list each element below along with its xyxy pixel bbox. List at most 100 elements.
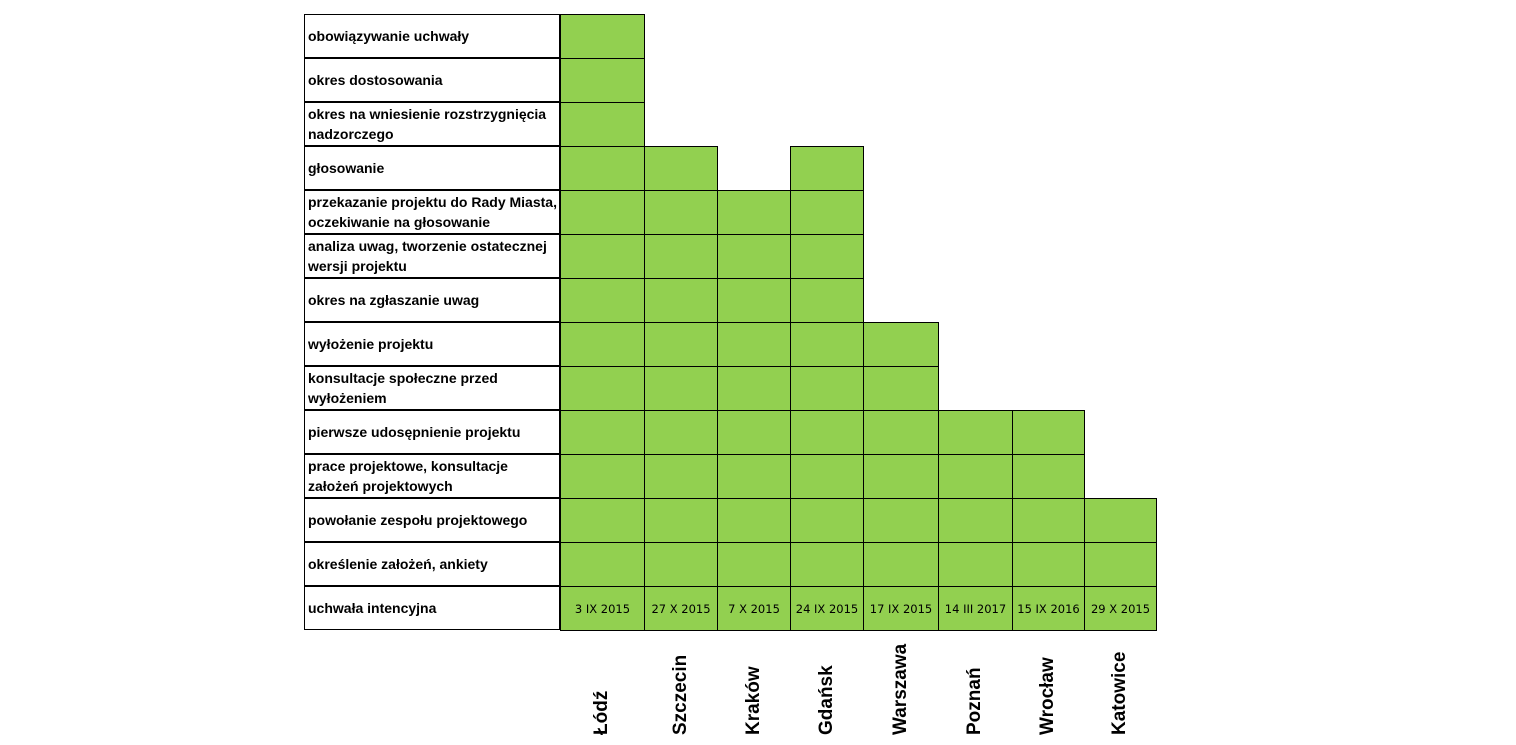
stage-label: okres dostosowania — [304, 58, 560, 102]
stage-label: powołanie zespołu projektowego — [304, 498, 560, 542]
stage-label: uchwała intencyjna — [304, 586, 560, 630]
stage-label-text: uchwała intencyjna — [308, 600, 437, 616]
progress-cell — [644, 542, 718, 587]
stage-label-text: okres na zgłaszanie uwag — [308, 292, 480, 308]
stage-label: okres na zgłaszanie uwag — [304, 278, 560, 322]
progress-cell — [863, 366, 939, 411]
progress-cell — [560, 14, 645, 59]
progress-cell — [717, 190, 791, 235]
progress-cell — [717, 410, 791, 455]
city-label: Poznań — [964, 667, 985, 735]
progress-cell — [790, 234, 864, 279]
stage-label-text: konsultacje społeczne przed wyłożeniem — [308, 370, 498, 406]
progress-cell — [717, 234, 791, 279]
date-cell: 14 III 2017 — [938, 586, 1013, 631]
stage-label: prace projektowe, konsultacje założeń pr… — [304, 454, 560, 498]
progress-cell — [560, 146, 645, 191]
city-label: Szczecin — [669, 654, 691, 735]
progress-cell — [790, 498, 864, 543]
progress-cell — [717, 366, 791, 411]
stage-label-text: wyłożenie projektu — [308, 336, 434, 352]
city-label: Gdańsk — [815, 665, 837, 735]
progress-cell — [790, 366, 864, 411]
progress-cell — [1012, 542, 1085, 587]
progress-cell — [644, 190, 718, 235]
progress-cell — [717, 542, 791, 587]
progress-cell — [1012, 410, 1085, 455]
progress-cell — [717, 498, 791, 543]
progress-cell — [938, 454, 1013, 499]
progress-cell — [644, 366, 718, 411]
progress-cell — [863, 410, 939, 455]
progress-cell — [1012, 498, 1085, 543]
progress-cell — [790, 454, 864, 499]
progress-cell — [938, 498, 1013, 543]
progress-cell — [790, 410, 864, 455]
city-label: Wrocław — [1037, 657, 1058, 735]
stage-label: pierwsze udosępnienie projektu — [304, 410, 560, 454]
stage-label-text: głosowanie — [308, 160, 385, 176]
date-cell: 24 IX 2015 — [790, 586, 864, 631]
city-label: Kraków — [742, 666, 764, 735]
date-cell: 17 IX 2015 — [863, 586, 939, 631]
stage-label: określenie założeń, ankiety — [304, 542, 560, 586]
city-label: Łódź — [591, 690, 612, 735]
stage-label-text: analiza uwag, tworzenie ostatecznej wers… — [308, 238, 547, 274]
stage-label: przekazanie projektu do Rady Miasta, ocz… — [304, 190, 560, 234]
city-label: Katowice — [1109, 651, 1130, 735]
stage-label: wyłożenie projektu — [304, 322, 560, 366]
progress-cell — [1084, 542, 1157, 587]
progress-cell — [790, 322, 864, 367]
progress-cell — [560, 190, 645, 235]
progress-cell — [790, 146, 864, 191]
stage-label: konsultacje społeczne przed wyłożeniem — [304, 366, 560, 410]
progress-cell — [560, 410, 645, 455]
progress-cell — [863, 498, 939, 543]
stage-label-text: określenie założeń, ankiety — [308, 556, 488, 572]
date-cell: 7 X 2015 — [717, 586, 791, 631]
stage-label: obowiązywanie uchwały — [304, 14, 560, 58]
progress-cell — [560, 234, 645, 279]
progress-cell — [560, 454, 645, 499]
date-cell: 3 IX 2015 — [560, 586, 645, 631]
stage-label-text: pierwsze udosępnienie projektu — [308, 424, 521, 440]
progress-cell — [560, 278, 645, 323]
progress-cell — [644, 278, 718, 323]
stage-label-text: prace projektowe, konsultacje założeń pr… — [308, 458, 508, 494]
progress-cell — [938, 410, 1013, 455]
progress-cell — [644, 234, 718, 279]
progress-cell — [644, 146, 718, 191]
progress-cell — [560, 498, 645, 543]
progress-cell — [1084, 498, 1157, 543]
progress-cell — [863, 454, 939, 499]
progress-cell — [790, 278, 864, 323]
stage-label: okres na wniesienie rozstrzygnięcia nadz… — [304, 102, 560, 146]
date-cell: 29 X 2015 — [1084, 586, 1157, 631]
stage-label-text: okres dostosowania — [308, 72, 443, 88]
stage-label: głosowanie — [304, 146, 560, 190]
progress-cell — [644, 454, 718, 499]
progress-cell — [790, 190, 864, 235]
progress-cell — [863, 542, 939, 587]
progress-cell — [560, 542, 645, 587]
city-label: Warszawa — [889, 643, 911, 735]
progress-cell — [938, 542, 1013, 587]
stage-label-text: obowiązywanie uchwały — [308, 28, 470, 44]
date-cell: 15 IX 2016 — [1012, 586, 1085, 631]
stage-label-text: przekazanie projektu do Rady Miasta, ocz… — [308, 194, 557, 230]
stage-label-text: powołanie zespołu projektowego — [308, 512, 528, 528]
progress-cell — [717, 322, 791, 367]
date-cell: 27 X 2015 — [644, 586, 718, 631]
progress-cell — [863, 322, 939, 367]
progress-cell — [644, 498, 718, 543]
progress-cell — [560, 58, 645, 103]
progress-cell — [644, 410, 718, 455]
progress-cell — [1012, 454, 1085, 499]
progress-cell — [644, 322, 718, 367]
stage-label: analiza uwag, tworzenie ostatecznej wers… — [304, 234, 560, 278]
progress-cell — [717, 454, 791, 499]
progress-cell — [560, 102, 645, 147]
progress-cell — [790, 542, 864, 587]
progress-cell — [560, 366, 645, 411]
